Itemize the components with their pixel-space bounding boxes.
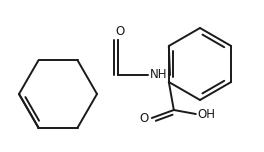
Text: OH: OH xyxy=(198,107,216,121)
Text: NH: NH xyxy=(150,69,167,81)
Text: O: O xyxy=(115,25,125,38)
Text: O: O xyxy=(140,112,149,126)
